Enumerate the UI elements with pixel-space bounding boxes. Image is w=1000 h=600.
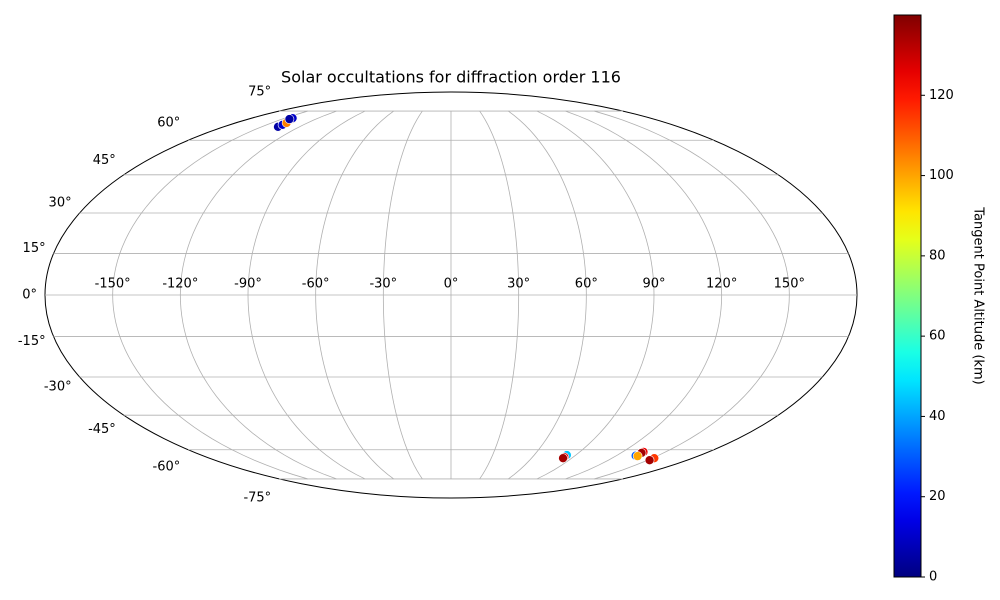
y-tick-label: 60° — [157, 115, 180, 130]
y-tick-label: 30° — [49, 195, 72, 210]
grid-line — [382, 110, 423, 480]
x-tick-label: 60° — [575, 277, 598, 292]
grid-line — [479, 110, 520, 480]
colorbar-tick-label: 80 — [929, 248, 946, 263]
data-point — [284, 114, 295, 124]
grid-line — [247, 110, 366, 480]
data-point — [632, 451, 643, 461]
y-tick-label: 45° — [93, 153, 116, 168]
x-tick-label: -30° — [369, 277, 397, 292]
x-tick-label: 90° — [642, 277, 665, 292]
colorbar-tick-label: 20 — [929, 489, 946, 504]
grid-line — [565, 110, 723, 480]
y-tick-label: -75° — [243, 491, 271, 506]
grid-line — [594, 110, 790, 480]
colorbar-tick-label: 120 — [929, 88, 954, 103]
x-tick-label: 150° — [774, 277, 805, 292]
y-tick-label: 15° — [23, 241, 46, 256]
y-tick-label: -15° — [18, 334, 46, 349]
y-tick-label: -60° — [153, 460, 181, 475]
grid-line — [315, 110, 394, 480]
y-tick-label: -45° — [88, 422, 116, 437]
grid-line — [179, 110, 337, 480]
colorbar — [893, 14, 922, 578]
y-tick-label: 0° — [22, 288, 37, 303]
x-tick-label: 120° — [706, 277, 737, 292]
y-tick-label: 75° — [248, 84, 271, 99]
x-tick-label: 30° — [507, 277, 530, 292]
x-tick-label: -90° — [234, 277, 262, 292]
x-tick-label: 0° — [444, 277, 459, 292]
x-tick-label: -120° — [162, 277, 198, 292]
grid-line — [536, 110, 655, 480]
data-point — [644, 455, 655, 466]
chart-title: Solar occultations for diffraction order… — [281, 68, 621, 87]
colorbar-tick-label: 0 — [929, 570, 937, 585]
colorbar-tick-label: 100 — [929, 168, 954, 183]
grid-line — [508, 110, 587, 480]
colorbar-tick-label: 60 — [929, 329, 946, 344]
x-tick-label: -60° — [302, 277, 330, 292]
y-tick-label: -30° — [44, 380, 72, 395]
data-point — [558, 453, 568, 463]
colorbar-tick-label: 40 — [929, 409, 946, 424]
colorbar-label: Tangent Point Altitude (km) — [971, 206, 986, 384]
grid-line — [112, 110, 308, 480]
x-tick-label: -150° — [95, 277, 131, 292]
